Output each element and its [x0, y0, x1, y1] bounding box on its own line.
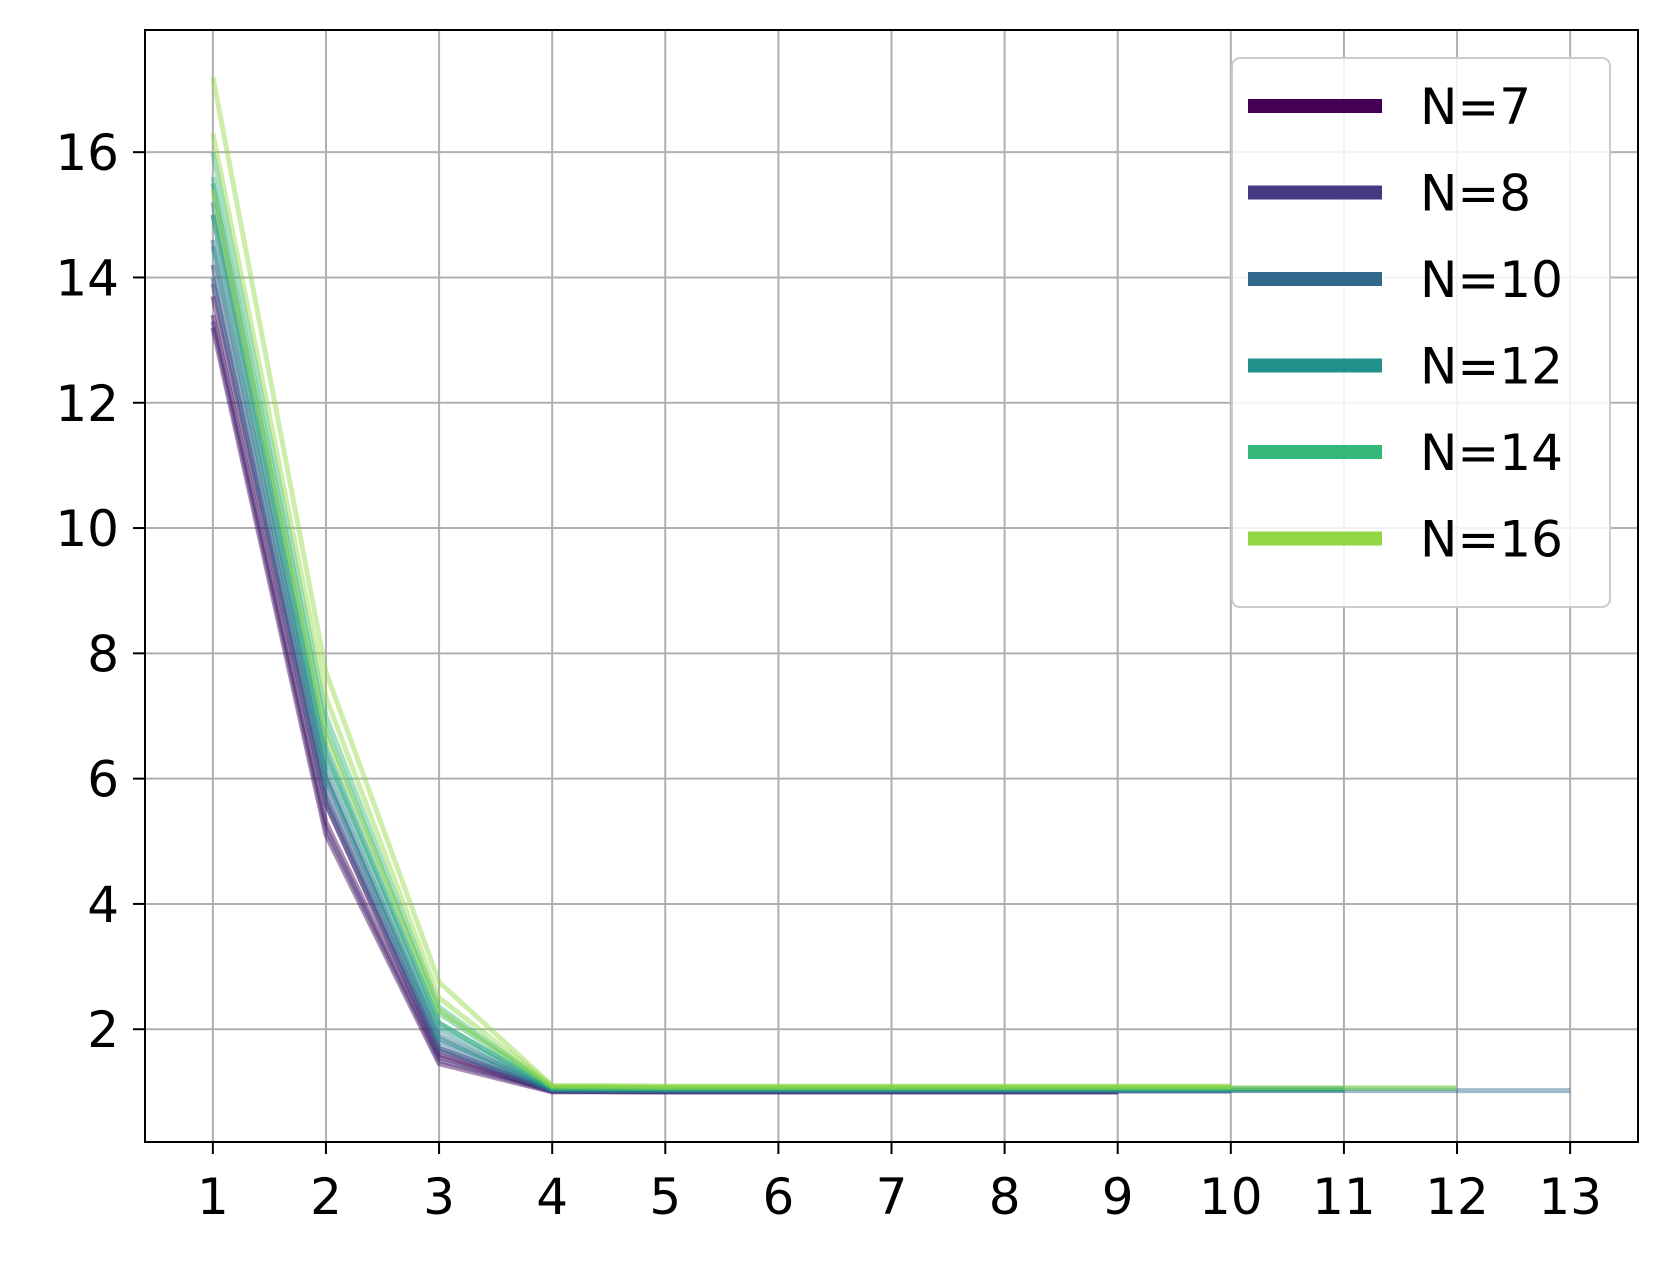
series-line: [210, 264, 1118, 1094]
y-tick-label: 16: [55, 124, 119, 182]
y-tick-label: 8: [87, 625, 119, 683]
x-tick-label: 9: [1102, 1168, 1134, 1226]
legend-label: N=8: [1420, 165, 1531, 223]
series-line: [210, 132, 1231, 1089]
series-line: [210, 327, 1118, 1095]
series-line: [210, 201, 1231, 1092]
series-line: [210, 239, 1231, 1094]
series-lines: [210, 76, 1571, 1095]
series-line: [210, 214, 1457, 1092]
x-tick-label: 1: [197, 1168, 229, 1226]
series-line: [210, 183, 1344, 1092]
x-tick-label: 13: [1538, 1168, 1602, 1226]
series-line: [210, 176, 1231, 1091]
series-line: [210, 276, 1571, 1094]
series-line: [210, 189, 1457, 1090]
series-line: [210, 320, 1118, 1095]
series-line: [210, 151, 1231, 1090]
series-group: [210, 151, 1457, 1092]
legend-label: N=10: [1420, 251, 1563, 309]
y-tick-label: 2: [87, 1001, 119, 1059]
x-tick-label: 8: [989, 1168, 1021, 1226]
x-tick-label: 5: [649, 1168, 681, 1226]
series-line: [210, 245, 1344, 1093]
y-tick-label: 6: [87, 751, 119, 809]
series-line: [210, 314, 1118, 1094]
x-tick-label: 11: [1312, 1168, 1376, 1226]
series-group: [210, 264, 1231, 1095]
series-line: [210, 214, 1344, 1093]
y-tick-label: 4: [87, 876, 119, 934]
legend: N=7 N=8 N=10 N=12 N=14 N=16: [1231, 57, 1611, 608]
x-tick-label: 4: [536, 1168, 568, 1226]
x-tick-label: 12: [1425, 1168, 1489, 1226]
y-tick-label: 12: [55, 375, 119, 433]
x-tick-label: 7: [876, 1168, 908, 1226]
series-group: [210, 214, 1571, 1094]
legend-label: N=16: [1420, 511, 1563, 569]
series-group: [210, 76, 1457, 1090]
y-tick-label: 10: [55, 500, 119, 558]
series-group: [210, 183, 1344, 1093]
series-line: [210, 295, 1118, 1095]
x-tick-label: 6: [762, 1168, 794, 1226]
x-tick-label: 3: [423, 1168, 455, 1226]
legend-label: N=12: [1420, 338, 1563, 396]
series-line: [210, 283, 1231, 1094]
legend-label: N=14: [1420, 424, 1563, 482]
y-tick-label: 14: [55, 249, 119, 307]
series-group: [210, 295, 1118, 1095]
x-tick-label: 10: [1199, 1168, 1263, 1226]
legend-label: N=7: [1420, 78, 1531, 136]
series-line: [210, 76, 1231, 1089]
x-tick-label: 2: [310, 1168, 342, 1226]
